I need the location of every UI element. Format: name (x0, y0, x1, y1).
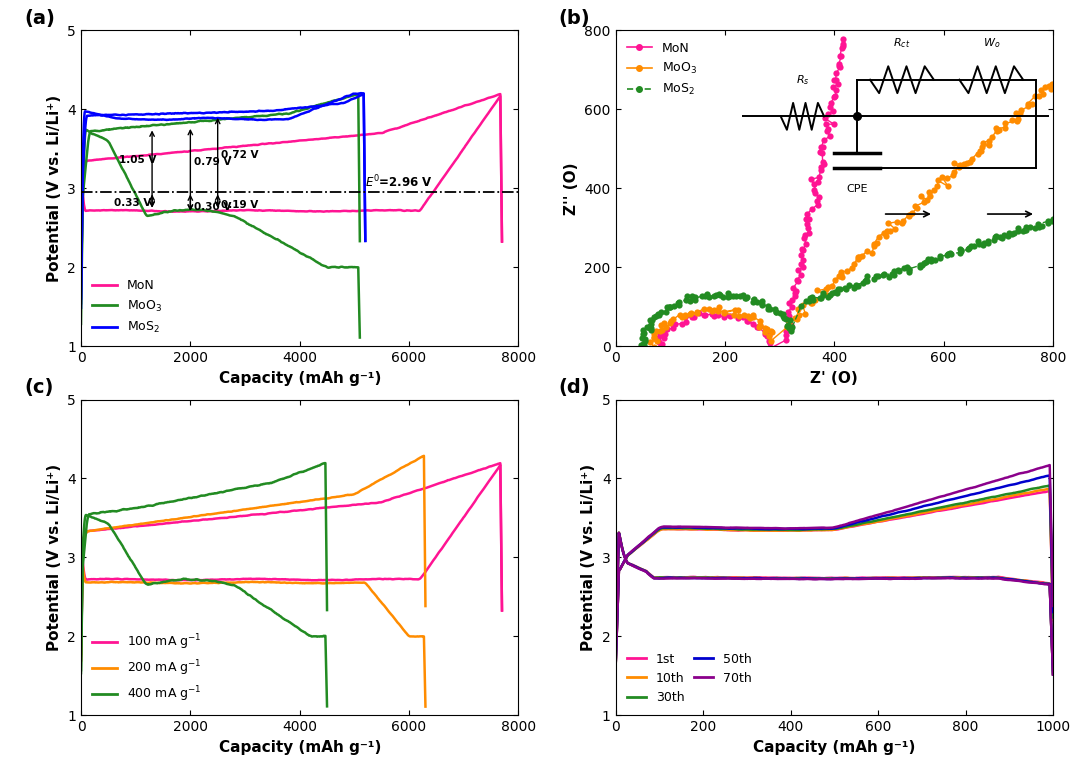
Y-axis label: Potential (V vs. Li/Li⁺): Potential (V vs. Li/Li⁺) (46, 464, 62, 651)
X-axis label: Capacity (mAh g⁻¹): Capacity (mAh g⁻¹) (218, 740, 381, 755)
X-axis label: Capacity (mAh g⁻¹): Capacity (mAh g⁻¹) (218, 371, 381, 386)
Text: 0.72 V: 0.72 V (221, 150, 258, 160)
Text: 1.05 V: 1.05 V (119, 154, 157, 164)
Text: (c): (c) (24, 378, 54, 397)
X-axis label: Z' (O): Z' (O) (810, 371, 859, 386)
Y-axis label: Potential (V vs. Li/Li⁺): Potential (V vs. Li/Li⁺) (46, 95, 62, 282)
Y-axis label: Z'' (O): Z'' (O) (564, 162, 579, 215)
Text: 0.30 V: 0.30 V (193, 202, 231, 212)
Legend: MoN, MoO$_3$, MoS$_2$: MoN, MoO$_3$, MoS$_2$ (622, 37, 702, 103)
Legend: 100 mA g$^{-1}$, 200 mA g$^{-1}$, 400 mA g$^{-1}$: 100 mA g$^{-1}$, 200 mA g$^{-1}$, 400 mA… (87, 628, 207, 709)
Legend: MoN, MoO$_3$, MoS$_2$: MoN, MoO$_3$, MoS$_2$ (87, 274, 167, 340)
Text: (b): (b) (558, 9, 591, 28)
Text: 0.79 V: 0.79 V (193, 157, 231, 167)
Text: (d): (d) (558, 378, 591, 397)
Text: 0.33 V: 0.33 V (113, 198, 151, 208)
Text: $E^0$=2.96 V: $E^0$=2.96 V (365, 174, 433, 190)
X-axis label: Capacity (mAh g⁻¹): Capacity (mAh g⁻¹) (753, 740, 916, 755)
Text: 0.19 V: 0.19 V (221, 200, 258, 210)
Text: (a): (a) (24, 9, 55, 28)
Y-axis label: Potential (V vs. Li/Li⁺): Potential (V vs. Li/Li⁺) (581, 464, 596, 651)
Legend: 1st, 10th, 30th, 50th, 70th: 1st, 10th, 30th, 50th, 70th (622, 648, 757, 709)
